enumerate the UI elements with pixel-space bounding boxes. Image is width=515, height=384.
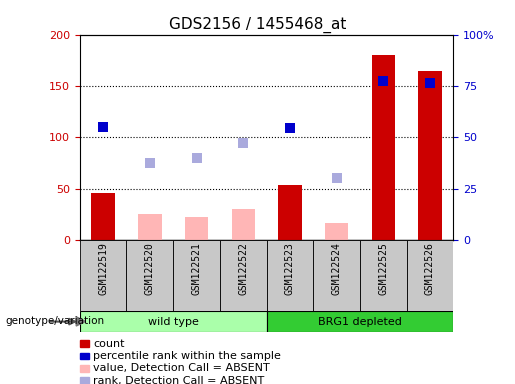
Text: genotype/variation: genotype/variation — [5, 316, 104, 326]
Text: value, Detection Call = ABSENT: value, Detection Call = ABSENT — [93, 363, 270, 373]
Text: GSM122522: GSM122522 — [238, 242, 248, 295]
Text: GSM122523: GSM122523 — [285, 242, 295, 295]
Point — [146, 160, 154, 166]
Bar — [418, 71, 441, 240]
Text: GSM122520: GSM122520 — [145, 242, 155, 295]
Bar — [371, 55, 395, 240]
Bar — [267, 240, 313, 311]
Text: count: count — [93, 339, 125, 349]
Text: BRG1 depleted: BRG1 depleted — [318, 316, 402, 327]
Text: rank, Detection Call = ABSENT: rank, Detection Call = ABSENT — [93, 376, 265, 384]
Point — [286, 125, 294, 131]
Text: GSM122525: GSM122525 — [378, 242, 388, 295]
Polygon shape — [76, 317, 85, 326]
Point — [239, 141, 247, 147]
Text: GSM122524: GSM122524 — [332, 242, 341, 295]
Point — [332, 175, 340, 182]
Point — [379, 78, 387, 84]
Text: GSM122521: GSM122521 — [192, 242, 201, 295]
Bar — [185, 217, 208, 240]
Bar — [92, 193, 115, 240]
Bar — [220, 240, 267, 311]
Bar — [80, 311, 267, 332]
Text: wild type: wild type — [148, 316, 199, 327]
Point — [193, 155, 201, 161]
Text: GSM122519: GSM122519 — [98, 242, 108, 295]
Point — [426, 80, 434, 86]
Bar — [267, 311, 453, 332]
Bar — [173, 240, 220, 311]
Text: percentile rank within the sample: percentile rank within the sample — [93, 351, 281, 361]
Text: GDS2156 / 1455468_at: GDS2156 / 1455468_at — [169, 17, 346, 33]
Bar — [80, 240, 127, 311]
Bar — [325, 223, 348, 240]
Bar — [360, 240, 406, 311]
Bar — [406, 240, 453, 311]
Point — [99, 124, 107, 130]
Bar — [313, 240, 360, 311]
Bar — [278, 185, 301, 240]
Bar — [232, 209, 255, 240]
Text: GSM122526: GSM122526 — [425, 242, 435, 295]
Bar — [127, 240, 173, 311]
Bar — [138, 214, 162, 240]
